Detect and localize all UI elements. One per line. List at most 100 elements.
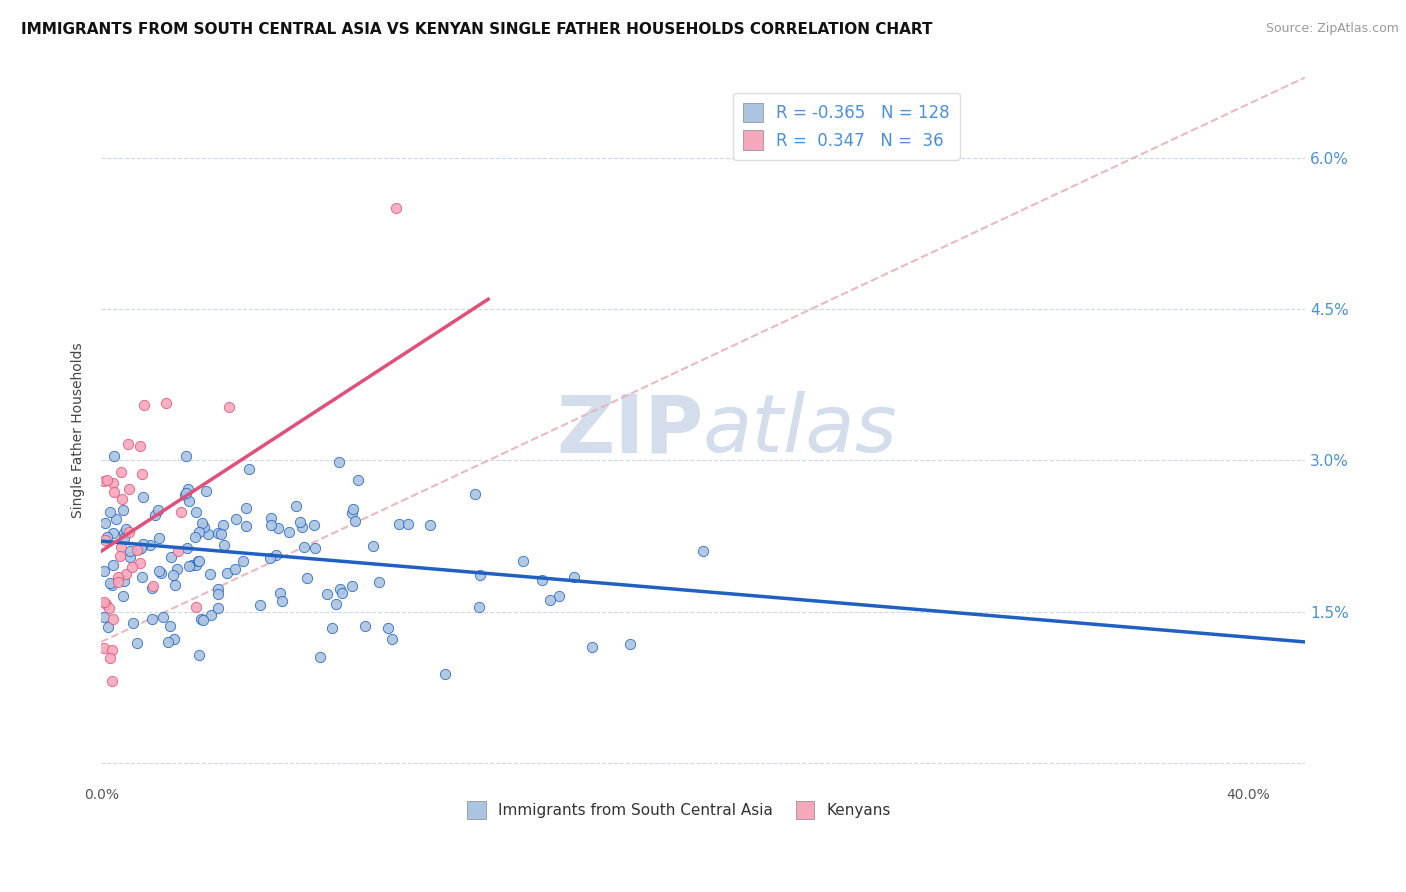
- Point: [269, 585, 291, 599]
- Point: [377, 621, 399, 635]
- Point: [342, 501, 364, 516]
- Text: Source: ZipAtlas.com: Source: ZipAtlas.com: [1265, 22, 1399, 36]
- Point: [93, 595, 115, 609]
- Point: [131, 467, 153, 481]
- Point: [143, 508, 166, 522]
- Point: [177, 483, 200, 497]
- Point: [105, 512, 128, 526]
- Point: [98, 651, 121, 665]
- Point: [321, 621, 343, 635]
- Legend: Immigrants from South Central Asia, Kenyans: Immigrants from South Central Asia, Keny…: [461, 795, 897, 825]
- Point: [692, 544, 714, 558]
- Point: [347, 473, 370, 487]
- Point: [94, 597, 117, 611]
- Point: [141, 581, 163, 595]
- Point: [197, 526, 219, 541]
- Point: [93, 610, 115, 624]
- Point: [309, 649, 332, 664]
- Point: [117, 437, 139, 451]
- Point: [381, 632, 404, 646]
- Text: IMMIGRANTS FROM SOUTH CENTRAL ASIA VS KENYAN SINGLE FATHER HOUSEHOLDS CORRELATIO: IMMIGRANTS FROM SOUTH CENTRAL ASIA VS KE…: [21, 22, 932, 37]
- Point: [98, 505, 121, 519]
- Point: [340, 506, 363, 520]
- Point: [468, 600, 491, 615]
- Point: [264, 548, 287, 562]
- Point: [121, 615, 143, 630]
- Point: [195, 483, 218, 498]
- Point: [328, 455, 350, 469]
- Point: [188, 524, 211, 539]
- Point: [129, 541, 152, 555]
- Point: [361, 539, 384, 553]
- Point: [235, 500, 257, 515]
- Point: [290, 516, 312, 530]
- Point: [179, 559, 201, 574]
- Point: [108, 549, 131, 563]
- Point: [167, 544, 190, 558]
- Point: [166, 562, 188, 576]
- Point: [101, 558, 124, 572]
- Point: [128, 439, 150, 453]
- Point: [232, 554, 254, 568]
- Point: [285, 499, 308, 513]
- Point: [464, 487, 486, 501]
- Point: [94, 516, 117, 531]
- Point: [103, 485, 125, 500]
- Point: [547, 589, 569, 603]
- Point: [112, 525, 135, 540]
- Point: [184, 530, 207, 544]
- Point: [215, 566, 238, 580]
- Point: [111, 589, 134, 603]
- Point: [93, 564, 115, 578]
- Point: [110, 465, 132, 479]
- Point: [112, 574, 135, 588]
- Point: [139, 538, 162, 552]
- Point: [96, 473, 118, 487]
- Point: [101, 475, 124, 490]
- Point: [538, 593, 561, 607]
- Point: [110, 540, 132, 554]
- Point: [290, 520, 312, 534]
- Point: [107, 570, 129, 584]
- Point: [200, 567, 222, 582]
- Point: [121, 560, 143, 574]
- Point: [225, 512, 247, 526]
- Y-axis label: Single Father Households: Single Father Households: [72, 343, 86, 518]
- Point: [207, 525, 229, 540]
- Point: [342, 579, 364, 593]
- Point: [148, 565, 170, 579]
- Point: [344, 514, 367, 528]
- Point: [163, 632, 186, 647]
- Point: [238, 462, 260, 476]
- Point: [129, 556, 152, 570]
- Point: [531, 574, 554, 588]
- Point: [160, 550, 183, 565]
- Point: [188, 554, 211, 568]
- Point: [93, 475, 115, 489]
- Point: [146, 503, 169, 517]
- Point: [96, 530, 118, 544]
- Point: [562, 570, 585, 584]
- Point: [115, 522, 138, 536]
- Point: [177, 494, 200, 508]
- Point: [120, 543, 142, 558]
- Point: [207, 600, 229, 615]
- Point: [235, 519, 257, 533]
- Point: [212, 518, 235, 533]
- Point: [325, 597, 347, 611]
- Point: [315, 587, 337, 601]
- Point: [118, 550, 141, 565]
- Point: [156, 634, 179, 648]
- Point: [260, 511, 283, 525]
- Point: [174, 485, 197, 500]
- Point: [295, 571, 318, 585]
- Point: [209, 526, 232, 541]
- Point: [271, 594, 294, 608]
- Text: ZIP: ZIP: [555, 392, 703, 469]
- Point: [304, 518, 326, 533]
- Point: [159, 619, 181, 633]
- Point: [100, 673, 122, 688]
- Point: [434, 666, 457, 681]
- Point: [132, 491, 155, 505]
- Point: [142, 579, 165, 593]
